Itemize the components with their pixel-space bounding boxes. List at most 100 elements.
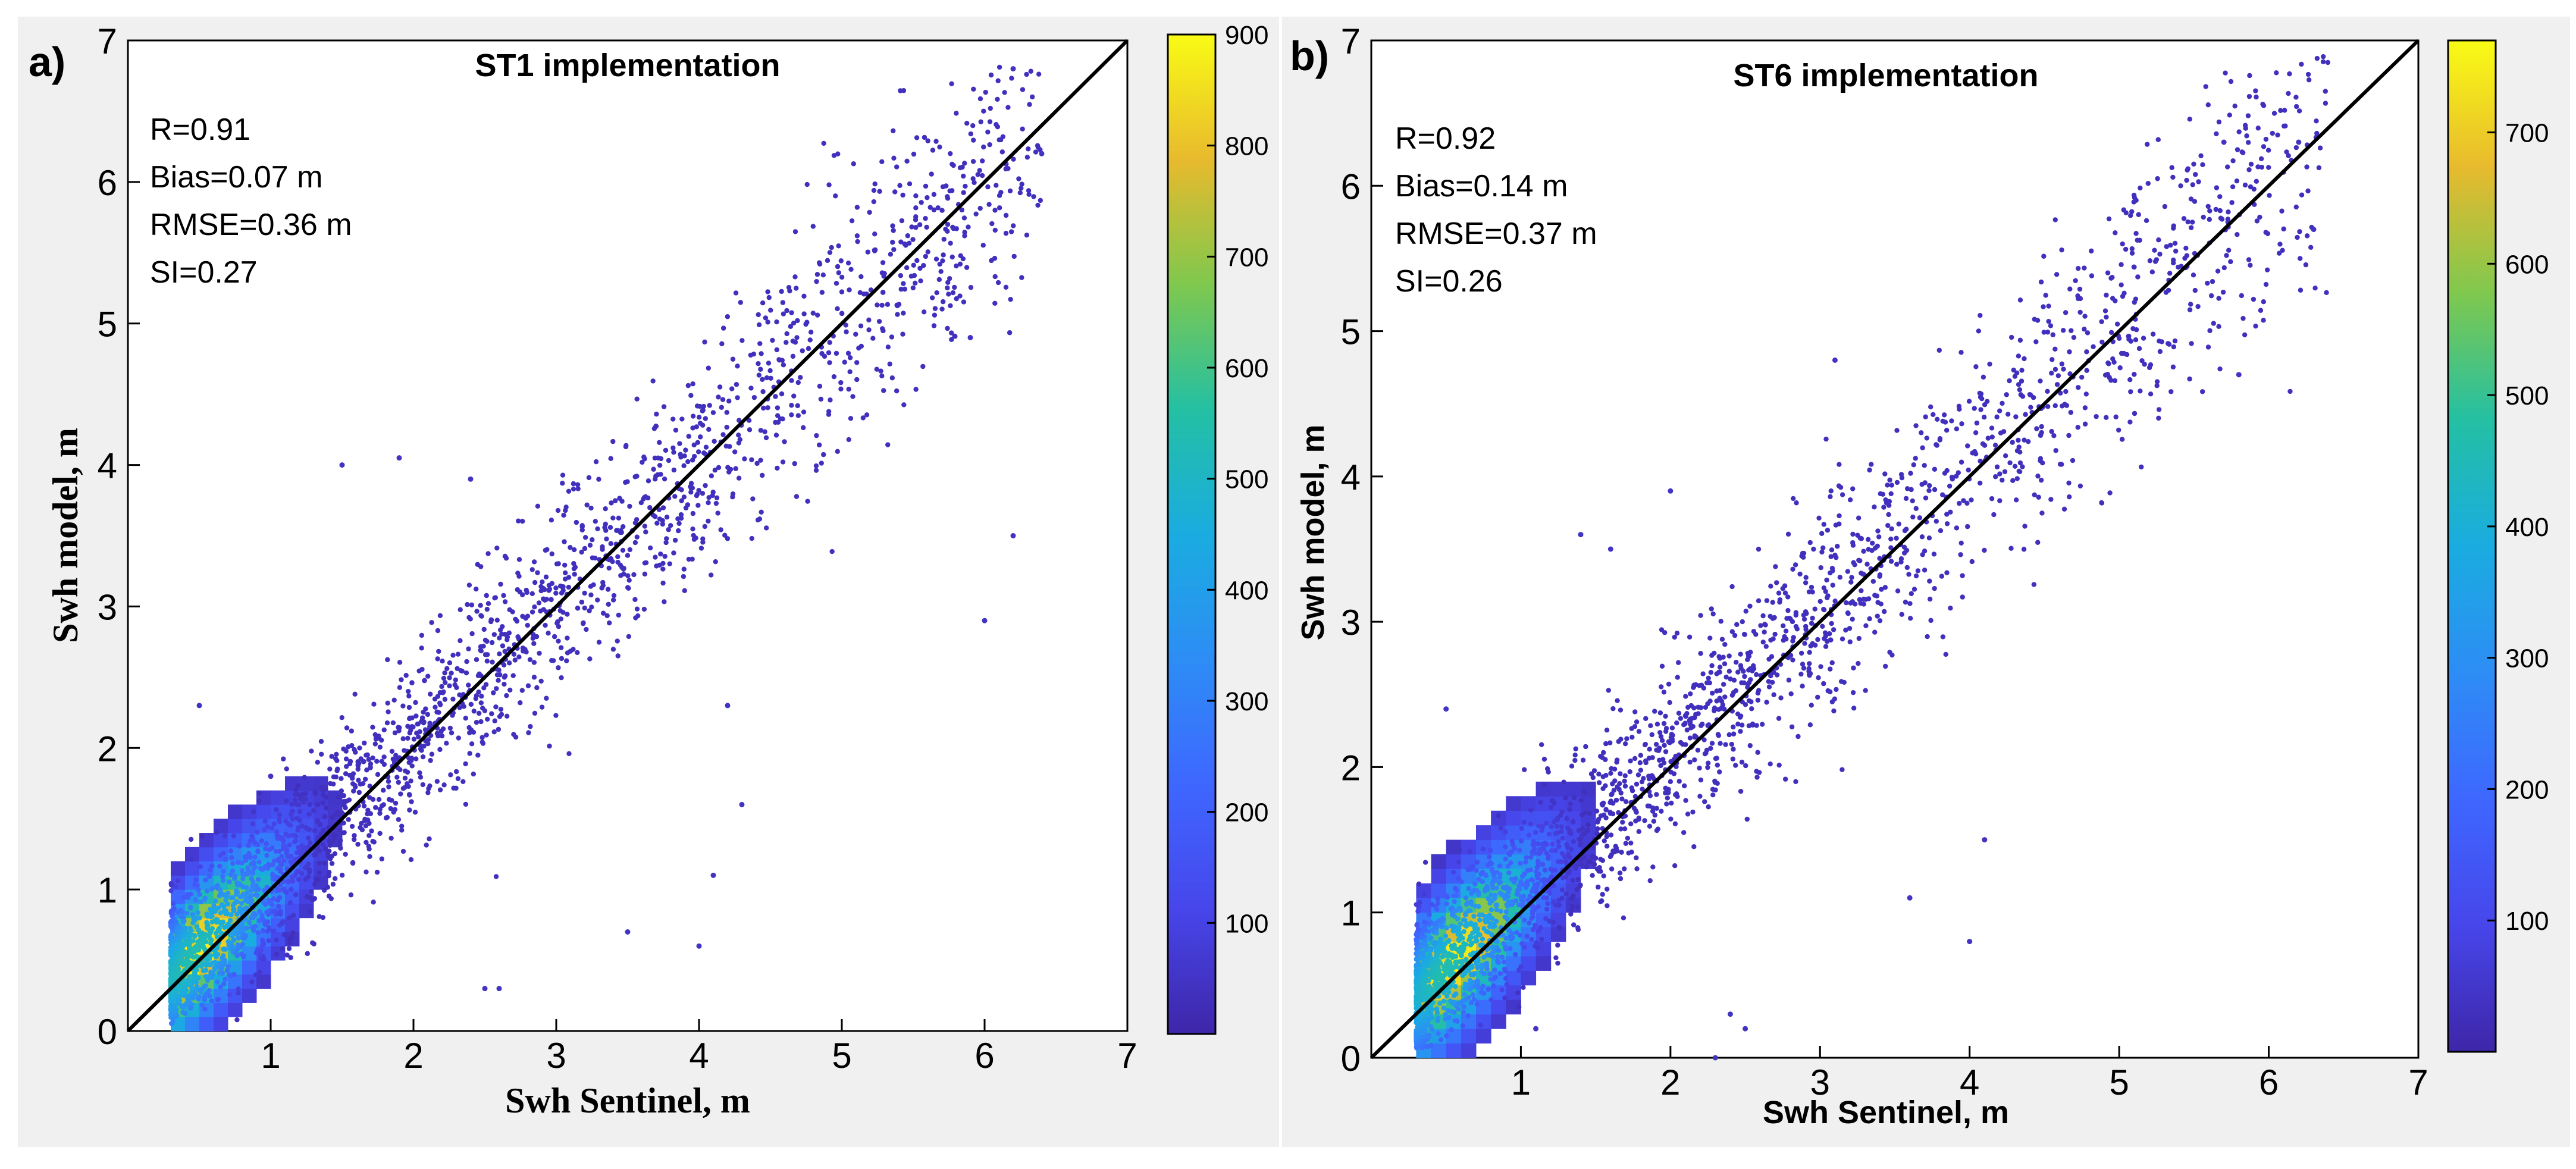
scatter-point bbox=[2276, 250, 2282, 256]
scatter-point bbox=[1502, 966, 1508, 972]
scatter-point bbox=[1976, 328, 1982, 334]
scatter-point bbox=[626, 634, 632, 640]
scatter-point bbox=[2121, 290, 2127, 296]
scatter-point bbox=[1590, 873, 1595, 878]
scatter-point bbox=[1529, 937, 1534, 942]
scatter-point bbox=[1460, 973, 1465, 979]
scatter-point bbox=[1541, 846, 1547, 851]
scatter-point bbox=[1949, 474, 1955, 480]
scatter-point bbox=[1607, 854, 1613, 860]
density-cell bbox=[1431, 854, 1447, 869]
scatter-point bbox=[457, 638, 463, 644]
scatter-point bbox=[908, 274, 914, 279]
density-cell bbox=[1521, 796, 1537, 811]
scatter-point bbox=[187, 905, 193, 911]
scatter-point bbox=[358, 781, 363, 787]
scatter-point bbox=[303, 876, 308, 882]
scatter-point bbox=[2121, 207, 2126, 212]
scatter-point bbox=[1524, 933, 1530, 939]
panel-label: a) bbox=[29, 39, 65, 85]
scatter-point bbox=[1739, 722, 1745, 728]
scatter-point bbox=[343, 748, 349, 754]
scatter-point bbox=[1524, 855, 1530, 860]
scatter-point bbox=[1839, 636, 1845, 642]
scatter-point bbox=[1829, 620, 1834, 626]
scatter-point bbox=[1710, 690, 1715, 696]
scatter-point bbox=[1546, 831, 1552, 837]
scatter-point bbox=[911, 262, 916, 268]
scatter-point bbox=[1978, 407, 1983, 412]
scatter-point bbox=[2190, 220, 2195, 225]
scatter-point bbox=[910, 285, 916, 291]
scatter-point bbox=[1568, 911, 1574, 917]
scatter-point bbox=[1887, 477, 1892, 483]
colorbar-tick-label: 900 bbox=[1225, 21, 1268, 50]
stat-bias: Bias=0.14 m bbox=[1395, 169, 1568, 203]
colorbar-tick-label: 200 bbox=[1225, 798, 1268, 828]
scatter-point bbox=[363, 839, 369, 845]
scatter-point bbox=[782, 439, 787, 444]
scatter-point bbox=[847, 369, 853, 375]
scatter-point bbox=[406, 693, 412, 699]
scatter-point bbox=[765, 319, 770, 325]
scatter-point bbox=[1609, 791, 1615, 797]
scatter-point bbox=[1847, 497, 1853, 503]
density-cell bbox=[1491, 999, 1506, 1015]
scatter-point bbox=[872, 231, 878, 237]
scatter-point bbox=[347, 761, 353, 767]
scatter-point bbox=[284, 798, 289, 804]
scatter-point bbox=[274, 951, 280, 957]
scatter-point bbox=[400, 703, 406, 709]
scatter-point bbox=[1555, 960, 1560, 966]
scatter-point bbox=[2148, 391, 2154, 397]
scatter-point bbox=[958, 253, 963, 259]
scatter-point bbox=[504, 692, 509, 698]
density-cell bbox=[242, 960, 257, 975]
scatter-point bbox=[1613, 797, 1619, 803]
scatter-point bbox=[1629, 734, 1635, 740]
scatter-point bbox=[1492, 967, 1497, 973]
scatter-point bbox=[662, 599, 667, 604]
scatter-point bbox=[672, 494, 678, 499]
scatter-point bbox=[1743, 763, 1748, 769]
scatter-point bbox=[2274, 70, 2279, 76]
scatter-point bbox=[416, 734, 421, 739]
scatter-point bbox=[504, 637, 510, 643]
scatter-point bbox=[736, 433, 741, 438]
scatter-point bbox=[2076, 385, 2081, 390]
scatter-point bbox=[439, 733, 445, 739]
scatter-point bbox=[1469, 963, 1474, 968]
scatter-point bbox=[1624, 736, 1629, 741]
scatter-point bbox=[420, 754, 426, 760]
scatter-point bbox=[900, 192, 905, 198]
scatter-point bbox=[419, 645, 424, 651]
scatter-point bbox=[1478, 963, 1484, 969]
scatter-point bbox=[831, 374, 837, 380]
scatter-point bbox=[1532, 923, 1538, 928]
density-cell bbox=[228, 819, 243, 833]
scatter-point bbox=[2172, 240, 2178, 246]
scatter-point bbox=[645, 478, 651, 484]
y-tick-label: 4 bbox=[98, 446, 117, 486]
scatter-point bbox=[2267, 193, 2272, 198]
scatter-point bbox=[249, 876, 254, 881]
scatter-point bbox=[297, 808, 303, 814]
scatter-point bbox=[2205, 203, 2211, 209]
scatter-point bbox=[236, 935, 242, 941]
scatter-point bbox=[2207, 328, 2213, 333]
scatter-point bbox=[1480, 879, 1486, 885]
scatter-point bbox=[1478, 1022, 1483, 1028]
scatter-point bbox=[710, 493, 715, 499]
scatter-point bbox=[476, 690, 481, 695]
scatter-point bbox=[763, 315, 769, 321]
outlier-point bbox=[482, 986, 488, 992]
scatter-point bbox=[411, 736, 417, 742]
scatter-point bbox=[1790, 657, 1795, 663]
scatter-point bbox=[1695, 747, 1701, 753]
scatter-point bbox=[168, 880, 174, 886]
scatter-point bbox=[221, 953, 226, 958]
scatter-point bbox=[2185, 219, 2190, 225]
scatter-point bbox=[2282, 108, 2287, 113]
scatter-point bbox=[400, 848, 406, 854]
scatter-point bbox=[889, 334, 895, 340]
